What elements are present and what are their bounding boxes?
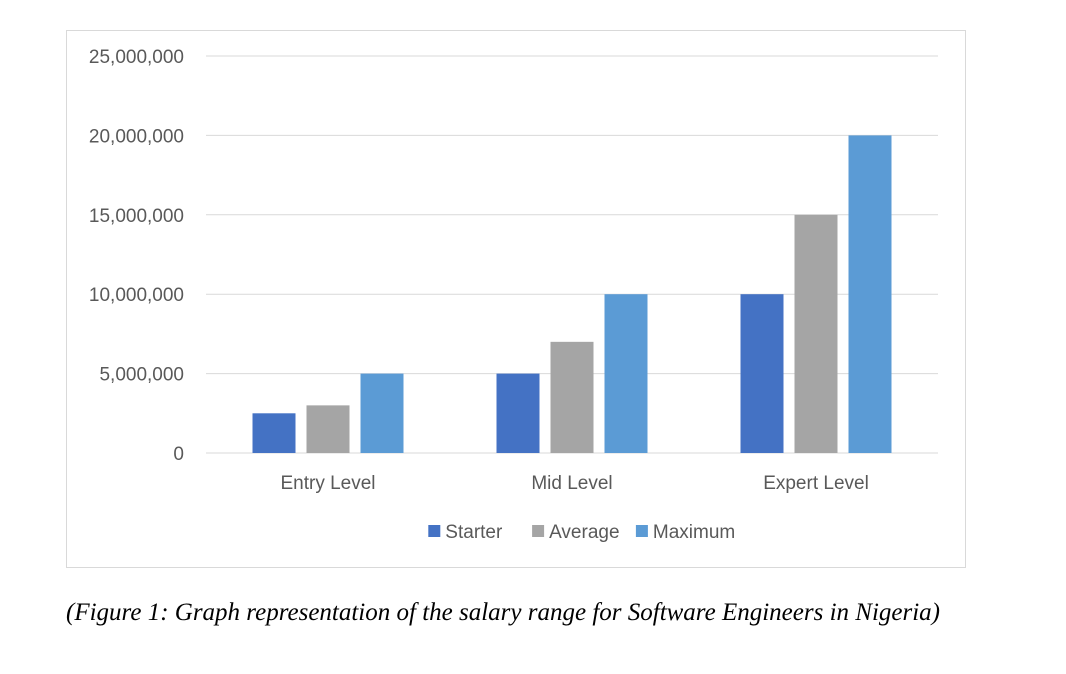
bar-average-entry-level — [306, 405, 350, 453]
bar-starter-entry-level — [252, 413, 296, 453]
bar-maximum-mid-level — [604, 294, 648, 453]
legend-swatch-maximum — [635, 525, 648, 537]
bar-maximum-expert-level — [848, 135, 892, 453]
legend-label-starter: Starter — [445, 522, 503, 543]
legend-label-average: Average — [549, 522, 619, 543]
x-category-label: Expert Level — [763, 473, 869, 494]
y-tick-label: 5,000,000 — [99, 365, 184, 386]
bar-maximum-entry-level — [360, 373, 404, 453]
y-tick-label: 25,000,000 — [89, 47, 184, 68]
bar-starter-expert-level — [740, 294, 784, 453]
bar-average-expert-level — [794, 214, 838, 453]
bar-starter-mid-level — [496, 373, 540, 453]
y-tick-label: 15,000,000 — [89, 206, 184, 227]
legend-swatch-average — [532, 525, 545, 537]
figure-caption: (Figure 1: Graph representation of the s… — [66, 599, 940, 626]
y-tick-label: 10,000,000 — [89, 285, 184, 306]
y-tick-label: 20,000,000 — [89, 126, 184, 147]
x-category-label: Mid Level — [531, 473, 612, 494]
y-tick-label: 0 — [173, 444, 184, 465]
legend-label-maximum: Maximum — [653, 522, 735, 543]
legend-swatch-starter — [428, 525, 441, 537]
bar-average-mid-level — [550, 341, 594, 453]
x-category-label: Entry Level — [280, 473, 375, 494]
